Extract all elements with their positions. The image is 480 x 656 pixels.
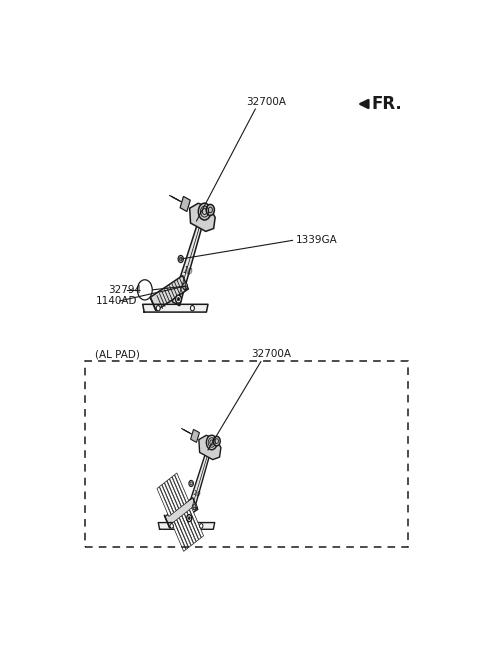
Polygon shape (172, 522, 186, 552)
Circle shape (213, 436, 220, 446)
Polygon shape (184, 512, 199, 541)
Circle shape (137, 279, 152, 300)
Polygon shape (190, 203, 215, 232)
Polygon shape (177, 518, 191, 547)
Polygon shape (180, 196, 190, 211)
Text: 1140AD: 1140AD (96, 296, 137, 306)
Text: 10: 10 (180, 266, 193, 277)
Polygon shape (169, 477, 184, 506)
Circle shape (200, 523, 203, 528)
Bar (85, 361, 408, 548)
Polygon shape (143, 304, 208, 312)
Circle shape (156, 306, 160, 311)
Polygon shape (175, 473, 189, 502)
Circle shape (178, 255, 183, 262)
Polygon shape (165, 481, 179, 510)
Polygon shape (158, 523, 215, 529)
Polygon shape (167, 479, 181, 508)
Polygon shape (191, 430, 199, 442)
Polygon shape (174, 520, 189, 550)
Polygon shape (190, 508, 204, 537)
Circle shape (191, 306, 194, 311)
Circle shape (193, 504, 197, 510)
Polygon shape (162, 483, 176, 512)
Text: 32700A: 32700A (246, 96, 286, 106)
Polygon shape (172, 224, 202, 306)
Circle shape (177, 298, 180, 300)
Circle shape (198, 203, 211, 220)
Polygon shape (165, 498, 198, 528)
Text: 10: 10 (191, 490, 202, 499)
Polygon shape (150, 276, 188, 311)
Text: 1339GA: 1339GA (296, 236, 338, 245)
Polygon shape (172, 475, 186, 504)
Circle shape (182, 283, 188, 289)
Circle shape (189, 480, 193, 487)
Polygon shape (157, 487, 171, 516)
Circle shape (187, 515, 192, 522)
Polygon shape (182, 514, 196, 543)
Circle shape (170, 523, 173, 528)
Polygon shape (159, 485, 174, 514)
Circle shape (206, 435, 217, 450)
Text: 32700A: 32700A (252, 349, 291, 359)
Polygon shape (184, 453, 209, 524)
Polygon shape (199, 436, 221, 460)
Text: (AL PAD): (AL PAD) (96, 349, 140, 359)
Polygon shape (187, 510, 201, 539)
Text: 32794: 32794 (108, 285, 142, 295)
Text: FR.: FR. (372, 95, 403, 113)
Polygon shape (180, 516, 193, 545)
Circle shape (176, 295, 181, 303)
Circle shape (188, 517, 190, 520)
Circle shape (206, 205, 215, 216)
